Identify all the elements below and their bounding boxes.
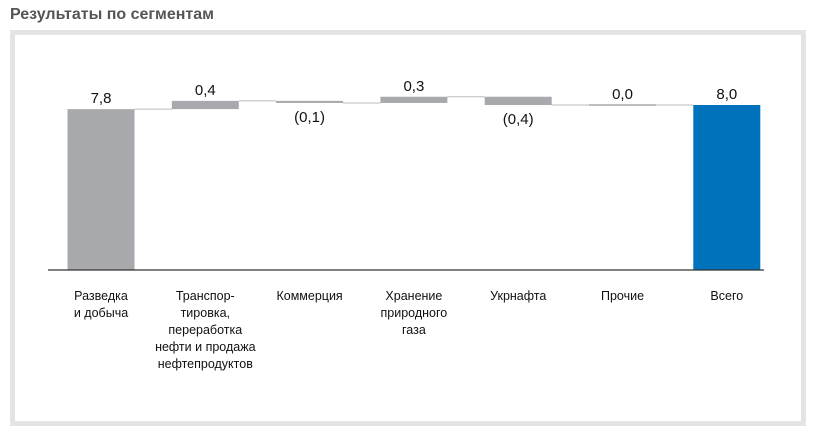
data-label: 0,3 [403, 78, 424, 95]
chart-frame: 7,8 0,4 (0,1) 0,3 (0,4) 0,0 8,0 Разведка и добыч… [10, 30, 806, 426]
category-label: Хранение [385, 289, 442, 303]
page-title: Результаты по сегментам [10, 6, 214, 23]
category-label: природного [381, 306, 448, 320]
category-label: Коммерция [276, 289, 342, 303]
category-label: нефтепродуктов [158, 357, 253, 371]
bar [276, 100, 344, 103]
category-label: Прочие [601, 289, 644, 303]
data-label: 0,0 [612, 86, 633, 103]
category-label: Транспор- [176, 289, 235, 303]
category-label: Всего [710, 289, 743, 303]
bar [380, 96, 448, 103]
waterfall-chart: 7,8 0,4 (0,1) 0,3 (0,4) 0,0 8,0 Разведка и добыч… [48, 78, 764, 371]
bar [67, 109, 135, 270]
category-label: и добыча [74, 306, 128, 320]
data-label: (0,1) [294, 109, 325, 126]
bar [589, 104, 656, 106]
data-label: 7,8 [91, 90, 112, 107]
data-label: 8,0 [716, 86, 737, 103]
category-label: Укрнафта [490, 289, 546, 303]
bar [171, 100, 239, 110]
data-label: (0,4) [503, 111, 534, 128]
category-label: тировка, [181, 306, 230, 320]
category-label: переработка [168, 323, 242, 337]
category-label: Разведка [74, 289, 128, 303]
data-label: 0,4 [195, 82, 216, 99]
bar [484, 96, 552, 105]
chart-area: 7,8 0,4 (0,1) 0,3 (0,4) 0,0 8,0 Разведка и добыч… [15, 35, 801, 421]
category-label: нефти и продажа [155, 340, 256, 354]
bar [693, 105, 761, 270]
category-label: газа [402, 323, 426, 337]
